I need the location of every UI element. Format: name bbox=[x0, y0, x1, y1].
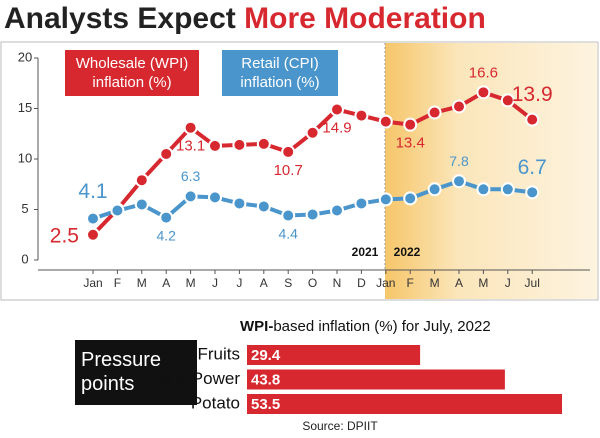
y-tick-label: 0 bbox=[21, 251, 28, 266]
point bbox=[208, 190, 222, 205]
point bbox=[232, 137, 247, 152]
point bbox=[232, 196, 247, 211]
data-label: 4.1 bbox=[78, 180, 107, 203]
x-tick-label: S bbox=[284, 276, 292, 290]
point bbox=[452, 99, 466, 114]
data-label: 7.8 bbox=[449, 153, 469, 169]
x-tick-label: J bbox=[505, 276, 511, 290]
point bbox=[378, 114, 393, 129]
x-tick-label: A bbox=[260, 276, 268, 290]
point bbox=[476, 182, 491, 197]
data-label: 14.9 bbox=[322, 119, 351, 136]
data-label: 13.4 bbox=[396, 135, 425, 152]
title-main: Analysts Expect bbox=[4, 2, 236, 35]
year-shade bbox=[385, 43, 597, 299]
title-rest: based inflation (%) for July, 2022 bbox=[273, 318, 490, 335]
point bbox=[159, 210, 174, 225]
data-label: 6.7 bbox=[518, 156, 547, 179]
point bbox=[110, 203, 125, 218]
point bbox=[500, 93, 515, 108]
point bbox=[500, 182, 515, 197]
point bbox=[208, 138, 222, 153]
x-tick-label: O bbox=[308, 276, 317, 290]
point bbox=[330, 102, 344, 117]
point bbox=[525, 185, 540, 200]
year-label: 2021 bbox=[352, 245, 379, 259]
bar bbox=[247, 345, 421, 365]
point bbox=[305, 207, 320, 222]
y-tick-label: 15 bbox=[18, 100, 32, 115]
x-tick-label: M bbox=[137, 276, 147, 290]
point bbox=[134, 173, 149, 188]
data-label: 6.3 bbox=[181, 168, 201, 184]
data-label: 4.2 bbox=[156, 227, 176, 243]
point bbox=[305, 125, 320, 140]
x-tick-label: Jan bbox=[376, 276, 395, 290]
x-tick-label: M bbox=[430, 276, 440, 290]
x-tick-label: Jul bbox=[525, 276, 540, 290]
point bbox=[256, 199, 271, 214]
point bbox=[354, 108, 369, 123]
legend-entry: Retail (CPI) inflation (%) bbox=[222, 50, 338, 96]
legend-entry: Wholesale (WPI) inflation (%) bbox=[65, 50, 199, 96]
chart-title: WPI-based inflation (%) for July, 2022 bbox=[240, 318, 491, 335]
point bbox=[159, 146, 174, 161]
point bbox=[281, 208, 296, 223]
annotation-box bbox=[75, 340, 197, 405]
data-label: 29.4 bbox=[251, 347, 281, 364]
point bbox=[330, 203, 344, 218]
point bbox=[134, 197, 149, 212]
data-label: 4.4 bbox=[278, 225, 298, 241]
data-label: 2.5 bbox=[50, 224, 79, 247]
data-label: 43.8 bbox=[251, 371, 280, 388]
x-tick-label: A bbox=[162, 276, 170, 290]
point bbox=[427, 105, 442, 120]
data-label: 16.6 bbox=[469, 64, 498, 81]
x-tick-label: Jan bbox=[83, 276, 102, 290]
point bbox=[256, 136, 271, 151]
annotation: Pressure points bbox=[81, 349, 162, 395]
x-tick-label: M bbox=[478, 276, 488, 290]
x-tick-label: F bbox=[407, 276, 414, 290]
point bbox=[403, 117, 418, 132]
point bbox=[86, 227, 100, 242]
data-label: 10.7 bbox=[274, 162, 303, 179]
source: Source: DPIIT bbox=[302, 419, 378, 433]
year-label: 2022 bbox=[394, 245, 421, 259]
data-label: 13.1 bbox=[176, 138, 205, 155]
page-title: Analysts Expect More Moderation bbox=[4, 2, 486, 35]
category-label: Fruits bbox=[198, 344, 241, 363]
point bbox=[183, 189, 198, 204]
point bbox=[525, 112, 540, 127]
title-highlight: More Moderation bbox=[244, 2, 486, 35]
x-tick-label: M bbox=[186, 276, 196, 290]
bar bbox=[247, 369, 505, 390]
category-label: Fuel & Power bbox=[138, 369, 240, 388]
category-label: Potato bbox=[191, 393, 240, 412]
y-tick-label: 5 bbox=[21, 201, 28, 216]
x-tick-label: J bbox=[212, 276, 218, 290]
y-tick-label: 20 bbox=[18, 49, 32, 64]
point bbox=[427, 182, 442, 197]
point bbox=[354, 196, 369, 211]
x-tick-label: N bbox=[333, 276, 342, 290]
bar bbox=[247, 394, 562, 414]
x-tick-label: F bbox=[114, 276, 121, 290]
y-tick-label: 10 bbox=[18, 150, 32, 165]
data-label: 13.9 bbox=[512, 83, 553, 106]
point bbox=[281, 144, 296, 159]
point bbox=[403, 191, 418, 206]
point bbox=[476, 85, 491, 100]
point bbox=[86, 211, 100, 226]
x-tick-label: A bbox=[455, 276, 463, 290]
point bbox=[452, 174, 466, 189]
point bbox=[183, 120, 198, 135]
point bbox=[378, 192, 393, 207]
title-bold: WPI- bbox=[240, 318, 273, 335]
x-tick-label: J bbox=[236, 276, 242, 290]
data-label: 53.5 bbox=[251, 396, 280, 413]
x-tick-label: D bbox=[357, 276, 366, 290]
